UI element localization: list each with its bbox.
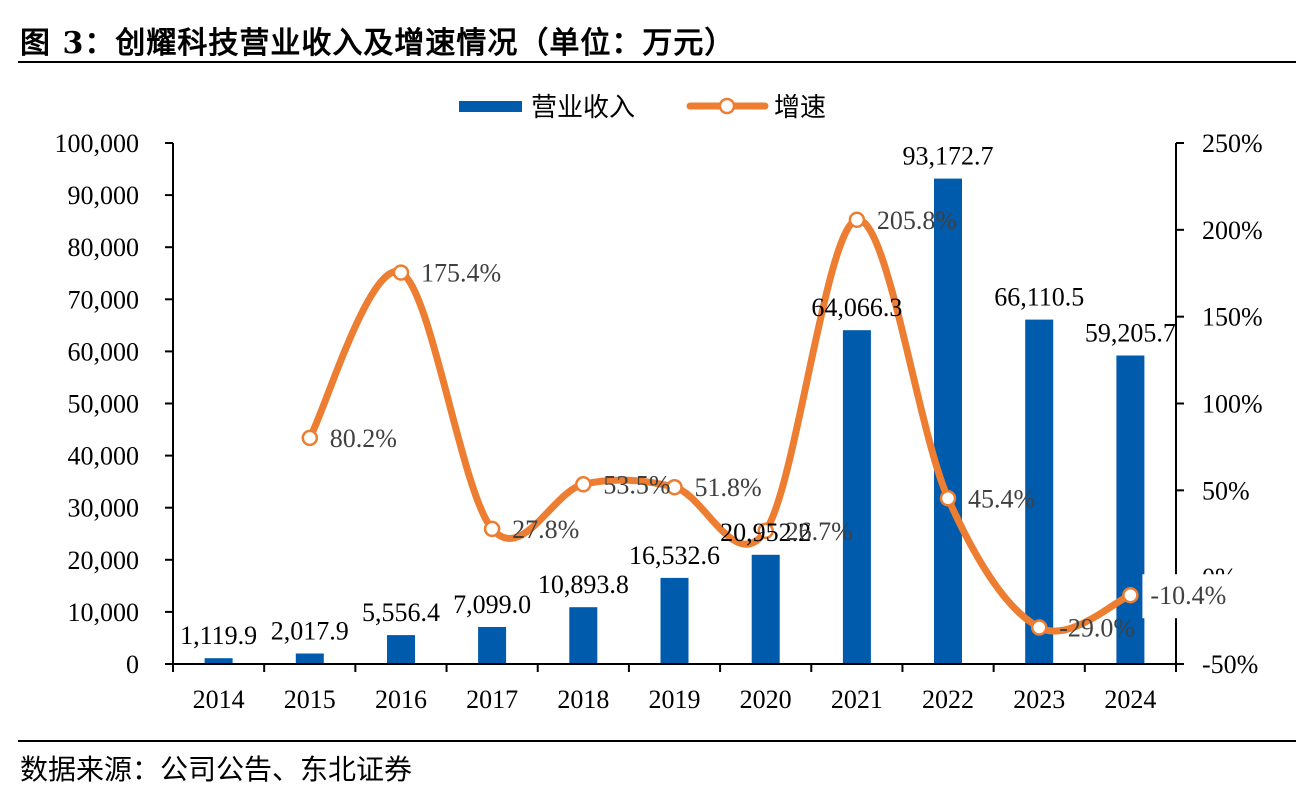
bottom-divider <box>18 740 1296 742</box>
data-source-note: 数据来源：公司公告、东北证券 <box>20 753 413 786</box>
legend: 营业收入 增速 <box>459 93 826 123</box>
growth-value-label: 80.2% <box>330 424 397 453</box>
growth-value-label: 27.8% <box>512 515 579 544</box>
bar-2024 <box>1116 355 1145 664</box>
bar-2019 <box>660 577 689 664</box>
x-axis-tick-label: 2019 <box>649 685 701 714</box>
x-axis-tick-label: 2017 <box>466 685 518 714</box>
growth-marker-2023 <box>1030 619 1048 636</box>
bar-2022 <box>934 178 962 664</box>
right-axis-tick-label: 150% <box>1202 303 1263 332</box>
growth-marker-2015 <box>301 429 319 447</box>
x-axis-tick-label: 2024 <box>1104 685 1156 714</box>
bar-value-label: 10,893.8 <box>538 570 629 599</box>
x-axis-tick-label: 2021 <box>831 685 883 714</box>
growth-marker-2017 <box>483 520 501 538</box>
legend-label-revenue: 营业收入 <box>531 93 635 123</box>
left-axis-tick-label: 20,000 <box>68 546 140 575</box>
x-axis-tick-label: 2022 <box>922 685 974 714</box>
bar-value-label: 64,066.3 <box>811 293 902 322</box>
legend-bar-swatch <box>459 101 522 112</box>
bar-value-label: 5,556.4 <box>362 598 440 627</box>
growth-marker-2018 <box>575 476 592 493</box>
bar-2015 <box>295 653 324 664</box>
growth-value-label: 26.7% <box>786 517 853 546</box>
growth-label-background <box>1142 574 1243 619</box>
growth-value-label: 53.5% <box>603 470 670 499</box>
growth-marker-2022 <box>939 490 957 507</box>
right-axis-tick-label: -50% <box>1202 650 1258 679</box>
bar-2021 <box>842 330 871 664</box>
x-axis-tick-label: 2014 <box>193 685 245 714</box>
right-axis-tick-label: 250% <box>1202 129 1263 158</box>
x-axis-tick-label: 2018 <box>557 685 609 714</box>
left-axis-tick-label: 80,000 <box>68 233 140 262</box>
chart-title: 图 3：创耀科技营业收入及增速情况（单位：万元） <box>20 26 736 61</box>
left-axis-tick-label: 30,000 <box>68 494 140 523</box>
growth-value-label: -10.4% <box>1150 581 1226 610</box>
bar-value-label: 1,119.9 <box>180 621 257 650</box>
left-axis-tick-label: 50,000 <box>68 390 140 419</box>
growth-value-label: 175.4% <box>421 259 501 288</box>
bar-value-label: 2,017.9 <box>271 616 349 645</box>
growth-marker-2016 <box>392 264 410 281</box>
x-axis-tick-label: 2015 <box>284 685 336 714</box>
growth-value-label: 205.8% <box>877 206 957 235</box>
right-axis-tick-label: 100% <box>1202 390 1263 419</box>
growth-value-label: 51.8% <box>695 473 762 502</box>
x-axis-tick-label: 2016 <box>375 685 427 714</box>
bar-value-label: 7,099.0 <box>453 590 531 619</box>
growth-marker-2020 <box>757 522 774 540</box>
bar-2023 <box>1025 319 1054 664</box>
growth-line <box>306 216 1134 635</box>
left-axis-tick-label: 60,000 <box>68 337 140 366</box>
bar-2018 <box>569 607 598 664</box>
right-axis-tick-label: 50% <box>1202 476 1250 505</box>
bar-value-label: 16,532.6 <box>629 541 720 570</box>
bar-2016 <box>387 635 415 664</box>
left-axis-tick-label: 10,000 <box>68 598 140 627</box>
bar-2014 <box>204 658 233 664</box>
left-axis-tick-label: 90,000 <box>68 181 140 210</box>
left-axis-tick-label: 100,000 <box>55 129 140 158</box>
left-axis-tick-label: 70,000 <box>68 285 140 314</box>
left-axis-tick-label: 40,000 <box>68 442 140 471</box>
top-divider <box>18 61 1296 63</box>
bar-2020 <box>751 554 780 664</box>
growth-marker-2019 <box>666 478 683 496</box>
legend-label-growth: 增速 <box>774 93 826 123</box>
bar-value-label: 93,172.7 <box>903 142 994 171</box>
growth-marker-2024 <box>1122 586 1139 604</box>
x-axis-tick-label: 2023 <box>1013 685 1065 714</box>
x-axis-tick-label: 2020 <box>740 685 792 714</box>
growth-value-label: -29.0% <box>1059 614 1135 643</box>
growth-value-label: 45.4% <box>968 484 1035 513</box>
bar-2017 <box>478 627 507 664</box>
left-axis-tick-label: 0 <box>126 650 139 679</box>
legend-marker-swatch <box>718 97 736 115</box>
bar-value-label: 20,952.2 <box>720 518 811 547</box>
right-axis-tick-label: 200% <box>1202 216 1263 245</box>
bar-value-label: 66,110.5 <box>994 283 1084 312</box>
bar-value-label: 59,205.7 <box>1085 319 1176 348</box>
growth-marker-2021 <box>848 211 866 229</box>
